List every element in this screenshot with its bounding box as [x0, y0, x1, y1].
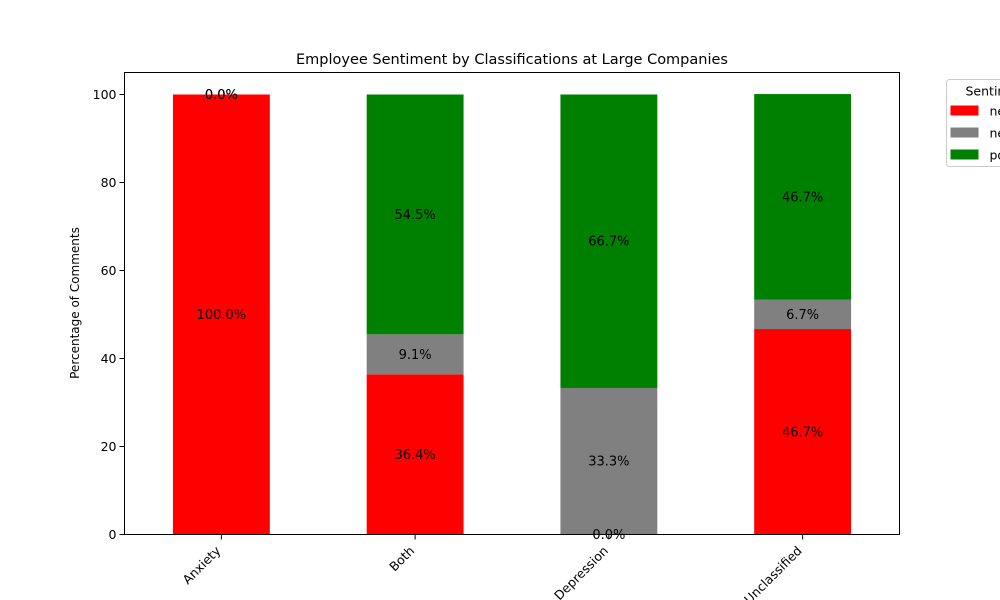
value-label-neutral-both: 9.1%	[399, 348, 432, 363]
plot-frame	[124, 72, 900, 535]
x-tick-label-unclassified: Unclassified	[741, 543, 805, 600]
legend-entry-neutral: neutral	[990, 126, 1000, 141]
bar-neutral-depression	[560, 387, 658, 535]
value-label-negative-unclassified: 46.7%	[782, 425, 823, 440]
bar-neutral-unclassified	[754, 299, 852, 330]
value-label-neutral-depression: 33.3%	[588, 455, 629, 470]
x-tick-label-both: Both	[386, 543, 417, 574]
y-tick-label: 60	[101, 263, 117, 278]
legend-entry-negative: negative	[990, 104, 1000, 119]
bar-positive-unclassified	[754, 94, 852, 300]
value-label-negative-both: 36.4%	[394, 448, 435, 463]
y-tick-label: 20	[101, 439, 117, 454]
bar-negative-anxiety	[172, 94, 270, 535]
y-tick-label: 40	[101, 351, 117, 366]
value-label-positive-both: 54.5%	[394, 208, 435, 223]
legend-title: Sentiment	[966, 84, 1000, 99]
chart-title: Employee Sentiment by Classifications at…	[296, 52, 728, 68]
legend-swatch-neutral	[950, 127, 979, 138]
bar-positive-both	[366, 94, 464, 335]
value-labels-group: 100.0%0.0%0.0%36.4%9.1%54.5%0.0%33.3%66.…	[197, 88, 824, 543]
bar-negative-both	[366, 374, 464, 535]
y-axis: 0 20 40 60 80 100	[93, 87, 125, 542]
x-tick-label-depression: Depression	[551, 543, 611, 600]
legend-box	[946, 79, 1000, 167]
legend[interactable]: Sentiment negative neutral positive	[946, 79, 1000, 167]
x-tick-label-anxiety: Anxiety	[179, 543, 224, 588]
x-axis: Anxiety Both Depression Unclassified	[179, 534, 805, 600]
bar-negative-unclassified	[754, 329, 852, 535]
y-tick-label: 0	[109, 527, 117, 542]
y-tick-label: 100	[93, 87, 117, 102]
value-label-positive-anxiety: 0.0%	[205, 88, 238, 103]
y-tick-label: 80	[101, 175, 117, 190]
value-label-negative-anxiety: 100.0%	[197, 308, 247, 323]
value-label-positive-unclassified: 46.7%	[782, 190, 823, 205]
value-label-neutral-unclassified: 6.7%	[786, 308, 819, 323]
bars-group	[172, 94, 852, 535]
legend-swatch-positive	[950, 149, 979, 160]
bar-neutral-both	[366, 334, 464, 375]
bar-positive-depression	[560, 94, 658, 388]
legend-entry-positive: positive	[990, 148, 1000, 163]
value-label-positive-depression: 66.7%	[588, 235, 629, 250]
y-axis-label: Percentage of Comments	[68, 227, 82, 379]
value-label-neutral-anxiety: 0.0%	[205, 88, 238, 103]
legend-swatch-negative	[950, 105, 979, 116]
